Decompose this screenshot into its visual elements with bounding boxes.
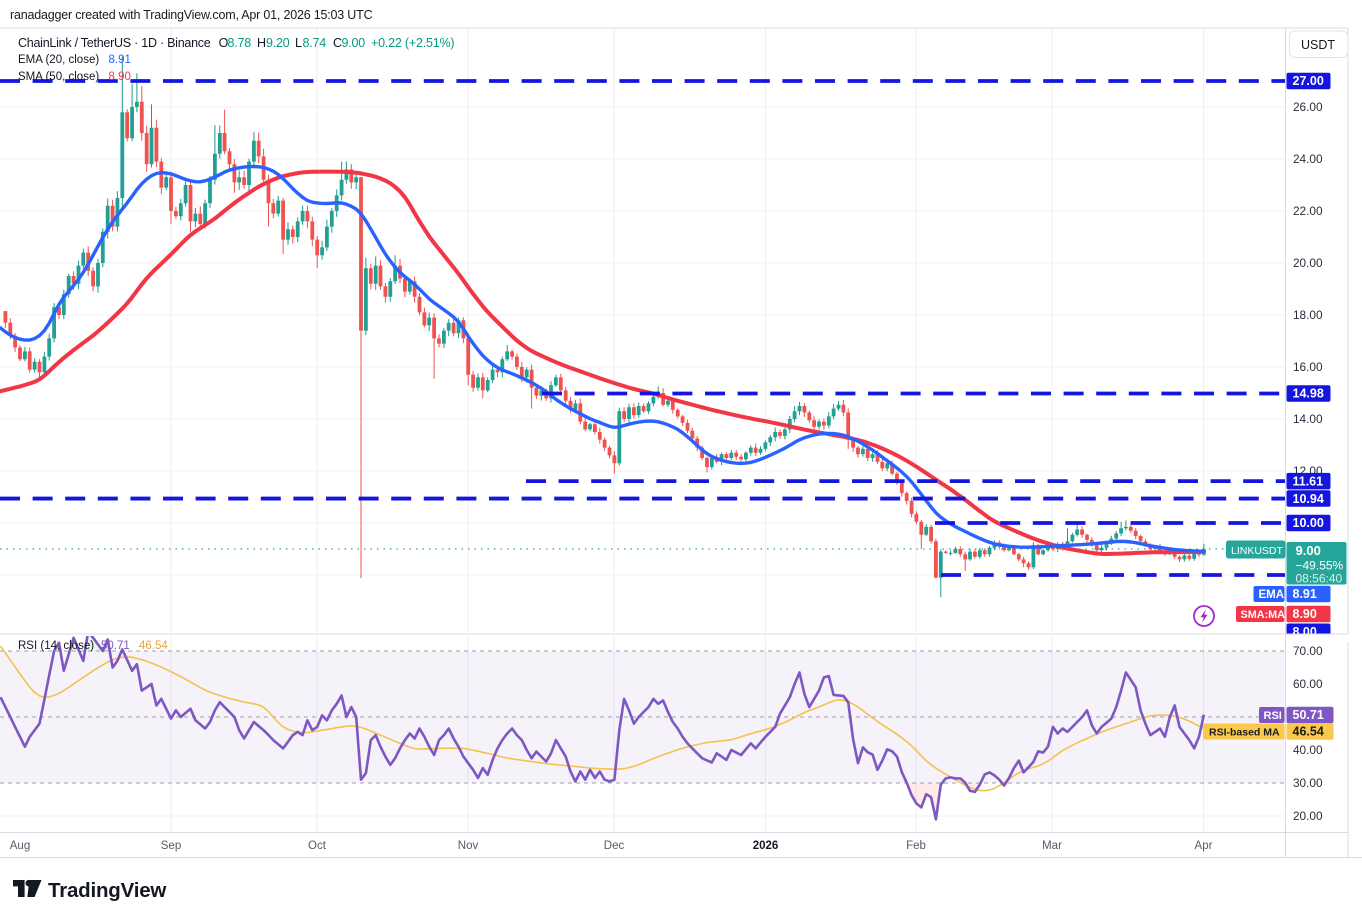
svg-text:20.00: 20.00 — [1293, 809, 1323, 823]
svg-text:USDT: USDT — [1301, 38, 1335, 52]
svg-text:ChainLink / TetherUS · 1D · Bi: ChainLink / TetherUS · 1D · Binance — [18, 36, 211, 50]
svg-text:Mar: Mar — [1042, 840, 1062, 852]
svg-text:8.90: 8.90 — [1293, 607, 1317, 621]
svg-text:14.98: 14.98 — [1293, 387, 1324, 401]
svg-text:EMA (20, close): EMA (20, close) — [18, 54, 99, 66]
svg-text:EMA: EMA — [1259, 589, 1285, 601]
svg-text:Sep: Sep — [161, 840, 181, 852]
svg-text:26.00: 26.00 — [1293, 100, 1323, 114]
svg-text:RSI: RSI — [1264, 710, 1282, 722]
svg-text:Aug: Aug — [10, 840, 30, 852]
svg-text:8.78: 8.78 — [228, 36, 252, 50]
svg-text:9.00: 9.00 — [342, 36, 366, 50]
svg-text:SMA (50, close): SMA (50, close) — [18, 71, 99, 83]
svg-text:C: C — [333, 36, 342, 50]
svg-text:RSI-based MA: RSI-based MA — [1209, 726, 1280, 738]
svg-text:24.00: 24.00 — [1293, 152, 1323, 166]
svg-text:O: O — [219, 36, 229, 50]
svg-text:60.00: 60.00 — [1293, 677, 1323, 691]
svg-text:Dec: Dec — [604, 840, 625, 852]
svg-text:TradingView: TradingView — [48, 879, 166, 902]
svg-text:11.61: 11.61 — [1293, 474, 1324, 488]
svg-text:Nov: Nov — [458, 840, 479, 852]
svg-text:Feb: Feb — [906, 840, 926, 852]
svg-text:30.00: 30.00 — [1293, 776, 1323, 790]
svg-text:27.00: 27.00 — [1293, 74, 1324, 88]
svg-text:10.94: 10.94 — [1293, 492, 1324, 506]
svg-text:LINKUSDT: LINKUSDT — [1231, 545, 1284, 557]
svg-text:40.00: 40.00 — [1293, 743, 1323, 757]
svg-text:9.00: 9.00 — [1296, 543, 1321, 558]
svg-text:8.90: 8.90 — [109, 71, 131, 83]
svg-text:14.00: 14.00 — [1293, 412, 1323, 426]
svg-text:Apr: Apr — [1195, 840, 1213, 852]
svg-text:Oct: Oct — [308, 840, 327, 852]
svg-text:70.00: 70.00 — [1293, 644, 1323, 658]
svg-text:20.00: 20.00 — [1293, 256, 1323, 270]
svg-text:RSI (14, close): RSI (14, close) — [18, 640, 94, 652]
svg-text:2026: 2026 — [753, 840, 779, 852]
svg-text:H: H — [257, 36, 266, 50]
svg-text:10.00: 10.00 — [1293, 516, 1324, 530]
svg-text:8.91: 8.91 — [1293, 587, 1317, 601]
svg-text:50.71: 50.71 — [1293, 708, 1324, 722]
svg-text:22.00: 22.00 — [1293, 204, 1323, 218]
svg-text:9.20: 9.20 — [266, 36, 290, 50]
svg-text:18.00: 18.00 — [1293, 308, 1323, 322]
svg-text:−49.55%: −49.55% — [1296, 559, 1344, 573]
svg-text:8.91: 8.91 — [109, 54, 131, 66]
svg-text:08:56:40: 08:56:40 — [1296, 572, 1343, 586]
svg-text:46.54: 46.54 — [139, 640, 168, 652]
svg-text:16.00: 16.00 — [1293, 360, 1323, 374]
svg-text:50.71: 50.71 — [101, 640, 130, 652]
svg-text:46.54: 46.54 — [1293, 725, 1324, 739]
svg-text:ranadagger created with Tradin: ranadagger created with TradingView.com,… — [10, 8, 373, 22]
svg-text:+0.22 (+2.51%): +0.22 (+2.51%) — [371, 36, 454, 50]
svg-text:L: L — [295, 36, 302, 50]
svg-text:SMA:MA: SMA:MA — [1241, 609, 1286, 621]
svg-text:8.74: 8.74 — [303, 36, 327, 50]
